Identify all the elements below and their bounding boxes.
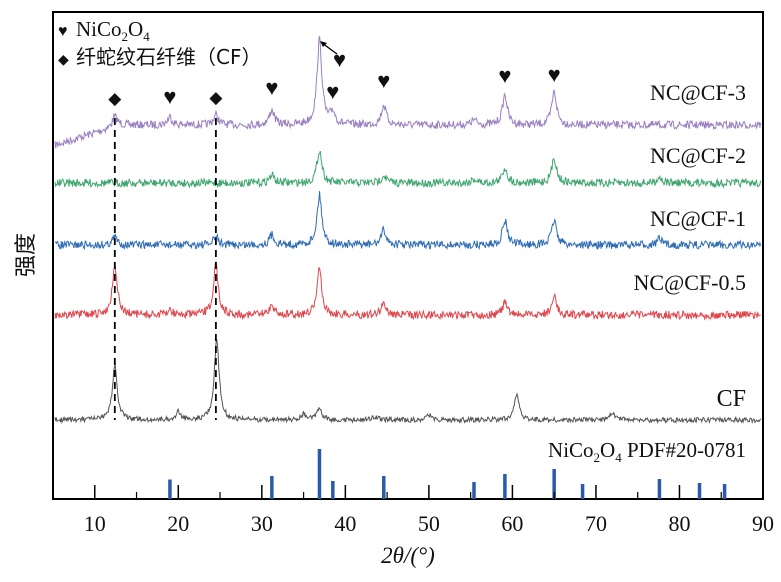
x-tick-label: 80 bbox=[668, 511, 690, 536]
x-tick-label: 70 bbox=[585, 511, 607, 536]
trace-nc-cf-0-5 bbox=[54, 260, 761, 321]
trace-nc-cf-3 bbox=[54, 35, 762, 149]
arrow-head-icon bbox=[320, 41, 327, 47]
trace-cf bbox=[54, 339, 762, 425]
x-tick-label: 90 bbox=[752, 511, 774, 536]
series-label-cf: CF bbox=[717, 386, 746, 412]
heart-marker-icon: ♥ bbox=[498, 63, 511, 88]
x-axis-label: 2θ/(°) bbox=[381, 543, 435, 568]
x-tick-label: 60 bbox=[501, 511, 523, 536]
x-tick-label: 20 bbox=[167, 511, 189, 536]
series-label-nc-cf-3: NC@CF-3 bbox=[650, 80, 746, 105]
heart-marker-icon: ♥ bbox=[377, 68, 390, 93]
series-label-nc-cf-0-5: NC@CF-0.5 bbox=[633, 270, 746, 295]
heart-marker-icon: ♥ bbox=[548, 62, 561, 87]
x-tick-label: 50 bbox=[418, 511, 440, 536]
heart-marker-icon: ♥ bbox=[333, 47, 346, 72]
legend-cf: 纤蛇纹石纤维（CF） bbox=[76, 45, 261, 69]
series-label-nc-cf-2: NC@CF-2 bbox=[650, 143, 746, 168]
legend-heart-icon: ♥ bbox=[58, 23, 68, 40]
legend-diamond-icon: ◆ bbox=[58, 53, 69, 68]
reference-label: NiCo2O4 PDF#20-0781 bbox=[548, 438, 746, 465]
heart-marker-icon: ♥ bbox=[326, 79, 339, 104]
x-tick-label: 10 bbox=[84, 511, 106, 536]
series-label-nc-cf-1: NC@CF-1 bbox=[650, 206, 746, 231]
heart-marker-icon: ♥ bbox=[265, 75, 278, 100]
diamond-marker-icon: ◆ bbox=[209, 88, 223, 107]
legend-nico2o4: NiCo2O4 bbox=[76, 17, 150, 44]
plot-frame bbox=[52, 11, 764, 500]
x-tick-label: 40 bbox=[334, 511, 356, 536]
diamond-marker-icon: ◆ bbox=[108, 89, 122, 108]
x-tick-label: 30 bbox=[251, 511, 273, 536]
y-axis-label: 强度 bbox=[14, 233, 39, 277]
trace-nc-cf-2 bbox=[54, 150, 762, 189]
trace-nc-cf-1 bbox=[54, 191, 762, 251]
heart-marker-icon: ♥ bbox=[163, 84, 176, 109]
